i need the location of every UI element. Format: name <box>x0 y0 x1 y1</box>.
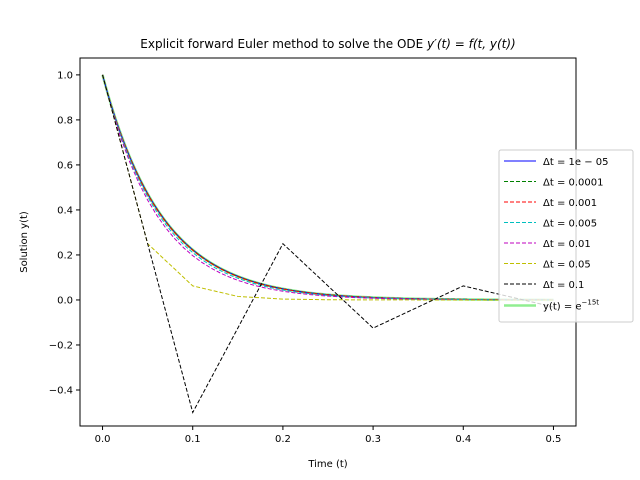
y-tick-label: −0.2 <box>49 340 73 351</box>
legend-entry-label: Δt = 0.01 <box>543 239 591 250</box>
series-line-4 <box>102 74 554 301</box>
x-tick-label: 0.0 <box>95 434 111 445</box>
y-tick-label: 0.4 <box>57 205 73 216</box>
legend-entry-label: Δt = 0.1 <box>543 280 584 291</box>
plot-area <box>79 57 577 427</box>
y-axis-label: Solution y(t) <box>19 211 30 273</box>
x-tick-label: 0.3 <box>365 434 381 445</box>
y-axis: −0.4 −0.2 0.0 0.2 0.4 0.6 0.8 1.0 <box>49 70 80 396</box>
y-tick-label: 0.6 <box>57 160 73 171</box>
x-tick-label: 0.5 <box>546 434 562 445</box>
y-tick-label: 0.2 <box>57 250 73 261</box>
legend-entry-label: Δt = 0.0001 <box>543 178 604 189</box>
y-tick-label: 0.8 <box>57 115 73 126</box>
x-axis-label: Time (t) <box>307 459 347 470</box>
x-tick-label: 0.1 <box>185 434 201 445</box>
series-line-6 <box>102 74 554 301</box>
legend-entry-label: Δt = 0.05 <box>543 260 591 271</box>
x-tick-label: 0.2 <box>275 434 291 445</box>
chart-title: Explicit forward Euler method to solve t… <box>140 37 515 51</box>
legend-entry-label: Δt = 0.001 <box>543 198 597 209</box>
y-tick-label: −0.4 <box>49 385 73 396</box>
legend-box <box>498 149 634 323</box>
legend-entry-label: Δt = 1e − 05 <box>543 157 608 168</box>
x-axis: 0.0 0.1 0.2 0.3 0.4 0.5 <box>95 426 562 445</box>
x-tick-label: 0.4 <box>455 434 471 445</box>
y-tick-label: 0.0 <box>57 295 73 306</box>
series-line-7 <box>102 74 554 414</box>
y-tick-label: 1.0 <box>57 70 73 81</box>
legend-entry-label: Δt = 0.005 <box>543 219 597 230</box>
legend: Δt = 1e − 05 Δt = 0.0001 Δt = 0.001 Δt = 0.… <box>498 149 634 323</box>
legend-entry-label: y(t) = e−15t <box>543 299 599 313</box>
